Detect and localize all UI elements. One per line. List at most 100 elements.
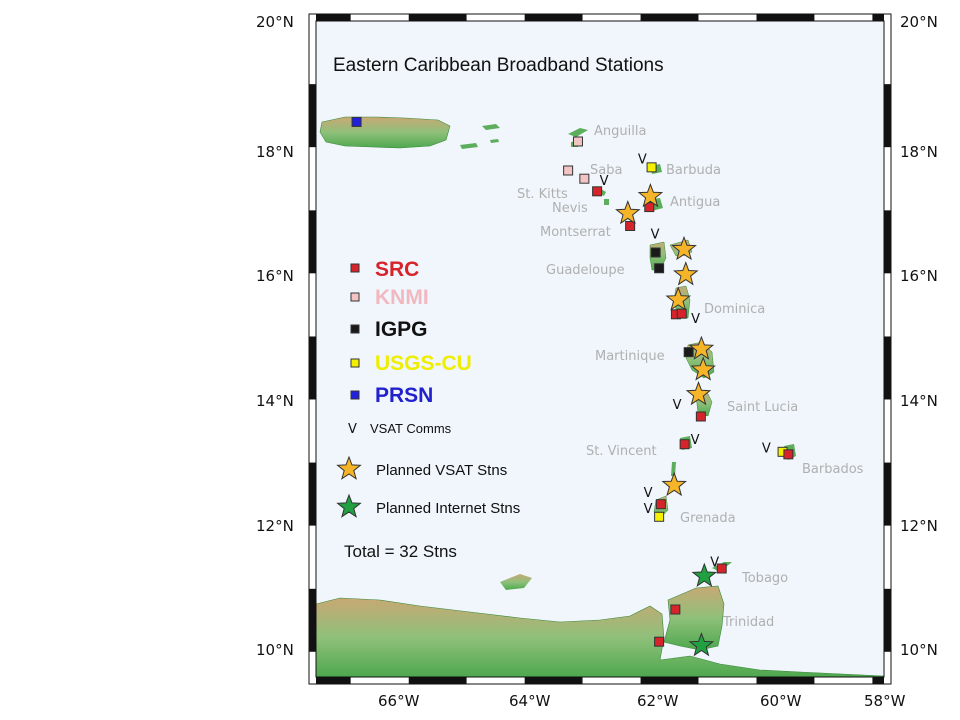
planned-vsat-star bbox=[688, 335, 715, 360]
frame-border-left bbox=[309, 210, 316, 274]
island-label-nevis: Nevis bbox=[552, 201, 588, 216]
lat-label-right: 20°N bbox=[900, 13, 938, 31]
island-label-saint-lucia: Saint Lucia bbox=[727, 400, 798, 415]
lat-label-right: 10°N bbox=[900, 641, 938, 659]
island-labels: Anguilla Saba Barbuda St. Kitts Nevis An… bbox=[517, 124, 864, 630]
lon-label: 58°W bbox=[864, 692, 906, 710]
station-marker-igpg bbox=[654, 263, 665, 274]
frame-border-bottom bbox=[872, 677, 884, 684]
frame-border-bottom bbox=[640, 677, 699, 684]
island-label-martinique: Martinique bbox=[595, 349, 665, 364]
planned-stations-layer bbox=[615, 182, 718, 657]
station-marker-src bbox=[655, 499, 666, 510]
vsat-comms-mark: V bbox=[600, 174, 609, 189]
lon-label: 62°W bbox=[637, 692, 679, 710]
stations-layer bbox=[351, 116, 794, 647]
station-marker-usgs-cu bbox=[654, 511, 665, 522]
vsat-comms-mark: V bbox=[691, 433, 700, 448]
frame-border-bottom bbox=[350, 677, 409, 684]
legend: SRC KNMI IGPG USGS-CU PRSN V VSAT Comms … bbox=[336, 258, 520, 561]
total-stations-label: Total = 32 Stns bbox=[344, 542, 457, 561]
station-marker-igpg bbox=[683, 347, 694, 358]
frame-border-right bbox=[884, 273, 891, 337]
lat-label-right: 18°N bbox=[900, 143, 938, 161]
station-marker-src bbox=[592, 186, 603, 197]
planned-vsat-star bbox=[671, 235, 697, 261]
landmass-margarita bbox=[500, 574, 532, 590]
frame-border-right bbox=[884, 147, 891, 211]
vsat-comms-mark: V bbox=[710, 556, 719, 571]
lon-label: 60°W bbox=[760, 692, 802, 710]
planned-vsat-star bbox=[685, 380, 712, 406]
frame-border-left bbox=[309, 147, 316, 211]
legend-planned-internet-star bbox=[336, 493, 362, 518]
island-label-barbuda: Barbuda bbox=[666, 163, 721, 178]
landmass-grenadines bbox=[671, 462, 676, 476]
lat-label-left: 14°N bbox=[256, 392, 294, 410]
planned-internet-star bbox=[688, 632, 715, 657]
legend-vsat-symbol: V bbox=[348, 422, 357, 437]
island-label-guadeloupe: Guadeloupe bbox=[546, 263, 625, 278]
station-marker-knmi bbox=[572, 136, 583, 147]
vsat-comms-mark: V bbox=[691, 312, 700, 327]
longitude-labels: 66°W 64°W 62°W 60°W 58°W bbox=[378, 692, 906, 710]
station-marker-prsn bbox=[351, 116, 362, 127]
frame-border-right bbox=[884, 462, 891, 526]
planned-vsat-star bbox=[690, 356, 716, 381]
frame-border-top bbox=[698, 14, 757, 21]
legend-swatch-usgs-cu bbox=[350, 358, 360, 368]
vsat-comms-mark: V bbox=[673, 398, 682, 413]
frame-border-left bbox=[309, 651, 316, 677]
planned-vsat-star bbox=[661, 471, 687, 497]
frame-border-left bbox=[309, 525, 316, 589]
station-marker-src bbox=[783, 449, 794, 460]
lat-label-left: 12°N bbox=[256, 517, 294, 535]
frame-border-right bbox=[884, 399, 891, 463]
frame-border-right bbox=[884, 588, 891, 652]
frame-border-top bbox=[814, 14, 873, 21]
island-label-grenada: Grenada bbox=[680, 511, 736, 526]
station-marker-igpg bbox=[650, 247, 661, 258]
latitude-labels-left: 20°N 18°N 16°N 14°N 12°N 10°N bbox=[256, 13, 294, 659]
legend-swatch-src bbox=[350, 263, 360, 273]
island-label-montserrat: Montserrat bbox=[540, 225, 611, 240]
frame-border-right bbox=[884, 84, 891, 148]
frame-border-right bbox=[884, 525, 891, 589]
island-label-st-vincent: St. Vincent bbox=[586, 444, 657, 459]
frame-border-left bbox=[309, 21, 316, 85]
lat-label-left: 20°N bbox=[256, 13, 294, 31]
legend-swatch-knmi bbox=[350, 292, 360, 302]
landmass-virgin-islands bbox=[482, 124, 500, 143]
vsat-comms-mark: V bbox=[644, 502, 653, 517]
map-frame bbox=[308, 13, 892, 685]
frame-border-bottom bbox=[524, 677, 583, 684]
station-marker-src bbox=[625, 221, 636, 231]
island-label-st-kitts: St. Kitts bbox=[517, 187, 568, 202]
frame-border-bottom bbox=[756, 677, 815, 684]
lon-label: 64°W bbox=[509, 692, 551, 710]
landmass-puerto-rico bbox=[319, 116, 451, 149]
legend-label-igpg: IGPG bbox=[375, 318, 428, 341]
lat-label-left: 16°N bbox=[256, 267, 294, 285]
frame-border-bottom bbox=[316, 677, 351, 684]
landmass-nevis bbox=[604, 199, 609, 205]
frame-border-bottom bbox=[698, 677, 757, 684]
legend-label-usgs-cu: USGS-CU bbox=[375, 352, 472, 375]
legend-label-prsn: PRSN bbox=[375, 384, 433, 407]
legend-vsat-label: VSAT Comms bbox=[370, 421, 452, 436]
lat-label-right: 12°N bbox=[900, 517, 938, 535]
frame-border-left bbox=[309, 84, 316, 148]
planned-vsat-star bbox=[673, 261, 699, 286]
island-label-antigua: Antigua bbox=[670, 195, 720, 210]
frame-border-top bbox=[582, 14, 641, 21]
frame-border-right bbox=[884, 210, 891, 274]
island-label-dominica: Dominica bbox=[704, 302, 765, 317]
station-marker-knmi bbox=[579, 173, 590, 184]
island-label-tobago: Tobago bbox=[741, 571, 788, 586]
frame-border-top bbox=[756, 14, 815, 21]
frame-border-right bbox=[884, 336, 891, 400]
island-label-saba: Saba bbox=[590, 163, 622, 178]
station-marker-src bbox=[654, 636, 665, 647]
lon-label: 66°W bbox=[378, 692, 420, 710]
